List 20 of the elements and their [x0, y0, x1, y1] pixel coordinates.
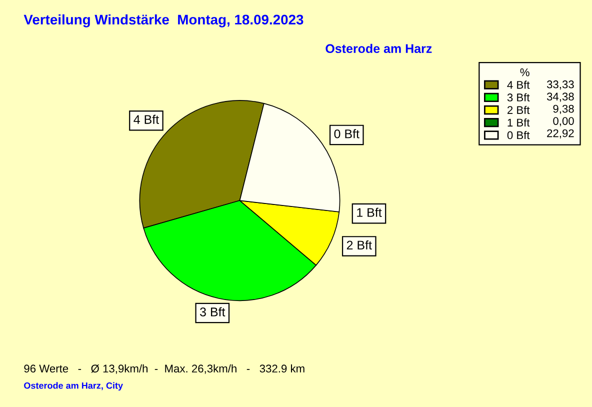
data-label: 9,38: [553, 104, 574, 114]
text: 96 Werte - Ø 13,9km/h - Max. 26,3km/h - 332.9 km: [24, 364, 304, 374]
chart-subtitle: Osterode am Harz: [326, 44, 432, 54]
data-label: 34,38: [546, 92, 574, 102]
text: 0,00: [553, 117, 574, 126]
data-label: 22,92: [547, 129, 574, 138]
category-label: 1 Bft: [357, 208, 382, 217]
legend-label: 2 Bft: [507, 106, 530, 114]
chart-title: Verteilung Windstärke Montag, 18.09.2023: [24, 14, 304, 28]
legend-label: 1 Bft: [508, 118, 530, 127]
slice-label: 3 Bft: [200, 307, 226, 316]
legend-label: 4 Bft: [507, 80, 530, 89]
data-label: 33,33: [546, 80, 574, 90]
slice-label: 0 Bft: [334, 129, 360, 138]
legend-label: 3 Bft: [507, 93, 530, 102]
slice-label: 2 Bft: [346, 240, 372, 250]
text: Osterode am Harz, City: [24, 382, 123, 391]
legend-label: 0 Bft: [507, 131, 530, 140]
legend-title: %: [520, 68, 530, 76]
slice-label: 4 Bft: [134, 114, 159, 124]
